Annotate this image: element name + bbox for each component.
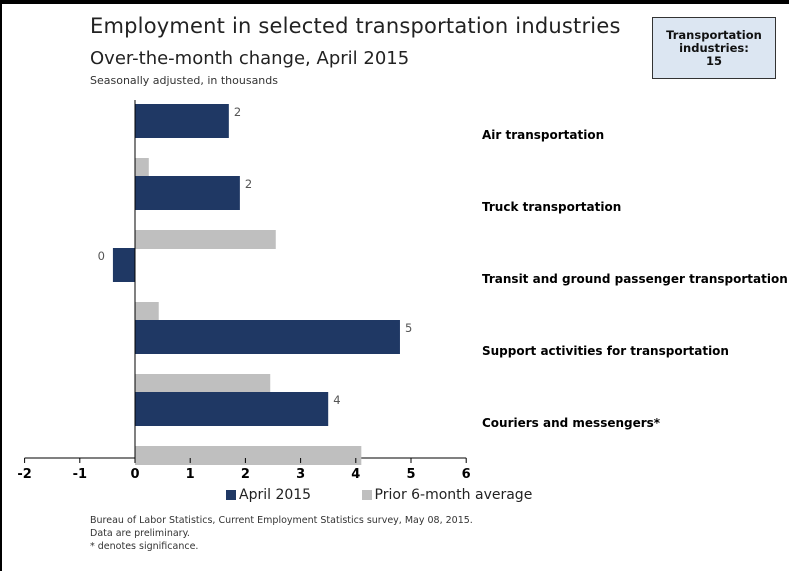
frame-top-border — [0, 0, 789, 4]
category-label-1: Truck transportation — [482, 200, 621, 214]
legend-label-april: April 2015 — [239, 487, 312, 503]
category-label-4: Couriers and messengers* — [482, 416, 661, 430]
badge-line-1: Transportation — [666, 27, 762, 42]
x-tick-label-5: 3 — [296, 467, 305, 482]
bar-prior-4 — [135, 446, 362, 465]
bar-april-3 — [135, 320, 400, 354]
data-label-april-2: 0 — [98, 249, 105, 263]
data-label-april-0: 2 — [234, 105, 241, 119]
data-label-april-3: 5 — [405, 321, 412, 335]
bar-april-4 — [135, 392, 329, 426]
x-tick-label-4: 2 — [241, 467, 250, 482]
legend-swatch-prior — [361, 490, 372, 500]
source-line-2: Data are preliminary. — [90, 528, 190, 539]
category-label-0: Air transportation — [482, 128, 604, 142]
data-label-april-1: 2 — [245, 177, 252, 191]
legend-item-prior: Prior 6-month average — [361, 487, 533, 503]
source-line-1: Bureau of Labor Statistics, Current Empl… — [90, 515, 473, 526]
badge-line-3: 15 — [705, 53, 722, 68]
bar-prior-3 — [135, 374, 271, 393]
data-label-april-4: 4 — [333, 393, 340, 407]
bar-april-0 — [135, 104, 229, 138]
legend-item-april: April 2015 — [226, 487, 311, 503]
frame-left-border — [0, 0, 2, 571]
bar-prior-2 — [135, 302, 159, 321]
badge-line-2: industries: — [679, 40, 749, 55]
x-tick-label-8: 6 — [462, 467, 471, 482]
category-label-2: Transit and ground passenger transportat… — [482, 272, 788, 286]
x-tick-label-6: 4 — [351, 467, 360, 482]
x-tick-label-7: 5 — [406, 467, 415, 482]
chart-legend: April 2015 Prior 6-month average — [226, 487, 578, 504]
chart-subtitle: Over-the-month change, April 2015 — [90, 48, 410, 69]
bar-prior-1 — [135, 230, 276, 249]
source-line-3: * denotes significance. — [90, 541, 199, 552]
bar-prior-0 — [135, 158, 149, 177]
bar-april-1 — [135, 176, 240, 210]
category-label-3: Support activities for transportation — [482, 344, 729, 358]
legend-swatch-april — [226, 490, 236, 500]
x-tick-label-2: 0 — [130, 467, 139, 482]
industry-count-badge: Transportation industries: 15 — [652, 17, 776, 79]
chart-title: Employment in selected transportation in… — [90, 14, 621, 38]
legend-label-prior: Prior 6-month average — [374, 487, 533, 503]
source-note: Bureau of Labor Statistics, Current Empl… — [90, 514, 473, 553]
chart-units-note: Seasonally adjusted, in thousands — [90, 74, 278, 87]
x-tick-label-1: -1 — [73, 467, 87, 482]
bar-april-2 — [112, 248, 135, 282]
x-tick-label-0: -2 — [17, 467, 31, 482]
x-tick-label-3: 1 — [186, 467, 195, 482]
